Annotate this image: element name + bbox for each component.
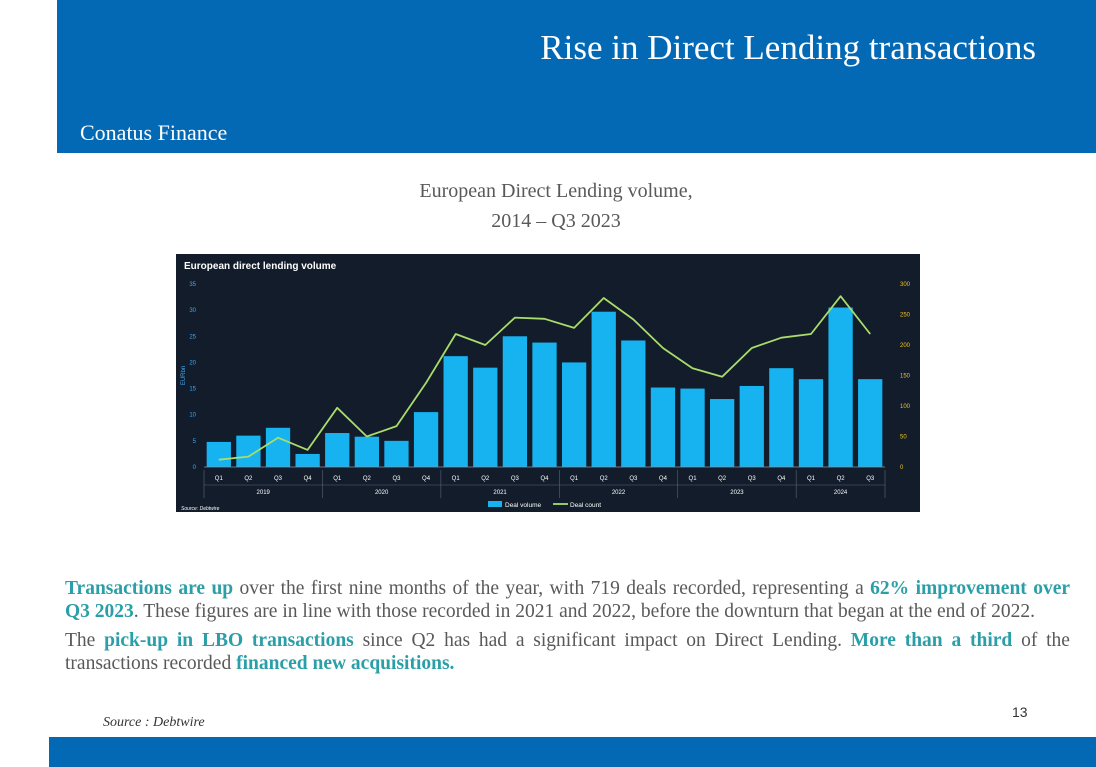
y-tick-label: 30 — [189, 308, 196, 314]
year-label: 2024 — [834, 490, 848, 496]
y-tick-label: 20 — [189, 360, 196, 366]
x-tick-label: Q3 — [629, 476, 638, 482]
bar-deal-volume — [325, 433, 350, 467]
x-tick-label: Q1 — [452, 476, 461, 482]
paragraph-text: of the transactions recorded — [65, 630, 1070, 674]
bar-deal-volume — [739, 385, 764, 467]
bar-deal-volume — [384, 440, 409, 467]
highlight-text: financed new acquisitions. — [236, 653, 455, 674]
line-deal-count — [218, 295, 871, 461]
highlight-text: 62% improvement over Q3 2023 — [65, 578, 1071, 622]
bar-deal-volume — [413, 412, 439, 467]
chart-caption: European Direct Lending volume, 2014 – Q… — [280, 176, 832, 236]
y2-tick-label: 0 — [900, 465, 904, 471]
x-tick-label: Q4 — [777, 476, 786, 482]
paragraph-text: . These figures are in line with those r… — [133, 601, 1036, 622]
x-tick-label: Q2 — [363, 476, 372, 482]
bar-deal-volume — [206, 441, 231, 467]
page-number: 13 — [1012, 704, 1028, 720]
bar-deal-volume — [680, 388, 705, 467]
y2-tick-label: 100 — [900, 404, 911, 410]
y-tick-label: 35 — [189, 282, 196, 288]
y-tick-label: 5 — [193, 439, 197, 445]
bar-deal-volume — [769, 368, 794, 467]
bar-deal-volume — [591, 311, 616, 467]
paragraph-text: The — [65, 630, 105, 651]
y-tick-label: 10 — [189, 413, 196, 419]
body-paragraph: The pick-up in LBO transactions since Q2… — [65, 629, 1070, 675]
body-paragraph: Transactions are up over the first nine … — [65, 577, 1070, 623]
year-label: 2023 — [730, 490, 744, 496]
x-tick-label: Q1 — [689, 476, 698, 482]
x-tick-label: Q2 — [244, 476, 253, 482]
y-tick-label: 25 — [189, 334, 196, 340]
x-tick-label: Q1 — [215, 476, 224, 482]
footer-bar — [49, 737, 1096, 767]
caption-line-1: European Direct Lending volume, — [419, 180, 693, 202]
x-tick-label: Q4 — [304, 476, 313, 482]
paragraph-text: since Q2 has had a significant impact on… — [353, 630, 851, 651]
x-tick-label: Q4 — [659, 476, 668, 482]
year-label: 2022 — [612, 490, 626, 496]
x-tick-label: Q3 — [392, 476, 401, 482]
organization-name: Conatus Finance — [80, 120, 228, 145]
bar-deal-volume — [265, 427, 291, 467]
legend-swatch-bar — [488, 501, 502, 507]
x-tick-label: Q1 — [570, 476, 579, 482]
x-tick-label: Q1 — [807, 476, 816, 482]
slide-title: Rise in Direct Lending transactions — [540, 28, 1036, 67]
year-label: 2019 — [257, 490, 271, 496]
x-tick-label: Q4 — [540, 476, 549, 482]
x-tick-label: Q2 — [718, 476, 727, 482]
y2-tick-label: 50 — [900, 435, 907, 441]
bar-deal-volume — [295, 453, 320, 467]
source-note: Source : Debtwire — [103, 715, 205, 730]
bar-deal-volume — [828, 307, 853, 467]
caption-line-2: 2014 – Q3 2023 — [491, 210, 621, 232]
bar-deal-volume — [858, 379, 883, 467]
bar-deal-volume — [473, 367, 498, 467]
year-label: 2020 — [375, 490, 389, 496]
y2-tick-label: 250 — [900, 313, 911, 319]
x-tick-label: Q3 — [866, 476, 875, 482]
highlight-text: Transactions are up — [65, 578, 234, 599]
body-text: Transactions are up over the first nine … — [65, 577, 1070, 681]
bar-deal-volume — [532, 342, 557, 467]
x-tick-label: Q2 — [600, 476, 609, 482]
x-tick-label: Q4 — [422, 476, 431, 482]
x-tick-label: Q3 — [511, 476, 520, 482]
y-tick-label: 15 — [189, 387, 196, 393]
bar-deal-volume — [502, 336, 528, 467]
x-tick-label: Q1 — [333, 476, 342, 482]
highlight-text: More than a third — [850, 630, 1013, 651]
bar-deal-volume — [561, 362, 587, 467]
y2-tick-label: 200 — [900, 343, 911, 349]
y-axis-label: EURbn — [181, 366, 187, 385]
y2-tick-label: 150 — [900, 374, 911, 380]
year-label: 2021 — [493, 490, 507, 496]
x-tick-label: Q2 — [837, 476, 846, 482]
legend-label-deal-count: Deal count — [570, 502, 601, 509]
x-tick-label: Q3 — [274, 476, 283, 482]
paragraph-text: over the first nine months of the year, … — [233, 578, 871, 599]
legend-label-deal-volume: Deal volume — [505, 502, 542, 509]
bar-deal-volume — [650, 387, 676, 467]
bar-deal-volume — [798, 379, 824, 467]
bar-deal-volume — [621, 340, 646, 467]
x-tick-label: Q2 — [481, 476, 490, 482]
bar-deal-volume — [443, 356, 468, 467]
bar-deal-volume — [354, 436, 379, 467]
bar-deal-volume — [710, 399, 735, 467]
y-tick-label: 0 — [193, 465, 197, 471]
chart-source-note: Source: Debtwire — [181, 506, 220, 512]
y2-tick-label: 300 — [900, 282, 911, 288]
highlight-text: pick-up in LBO transactions — [104, 630, 354, 651]
chart-panel: European direct lending volume 0 5 10 15 20 25… — [176, 254, 920, 512]
header-band: Rise in Direct Lending transactions Cona… — [57, 0, 1096, 153]
direct-lending-chart: European direct lending volume 0 5 10 15 20 25… — [181, 261, 911, 512]
x-tick-label: Q3 — [748, 476, 757, 482]
chart-title: European direct lending volume — [184, 261, 337, 272]
